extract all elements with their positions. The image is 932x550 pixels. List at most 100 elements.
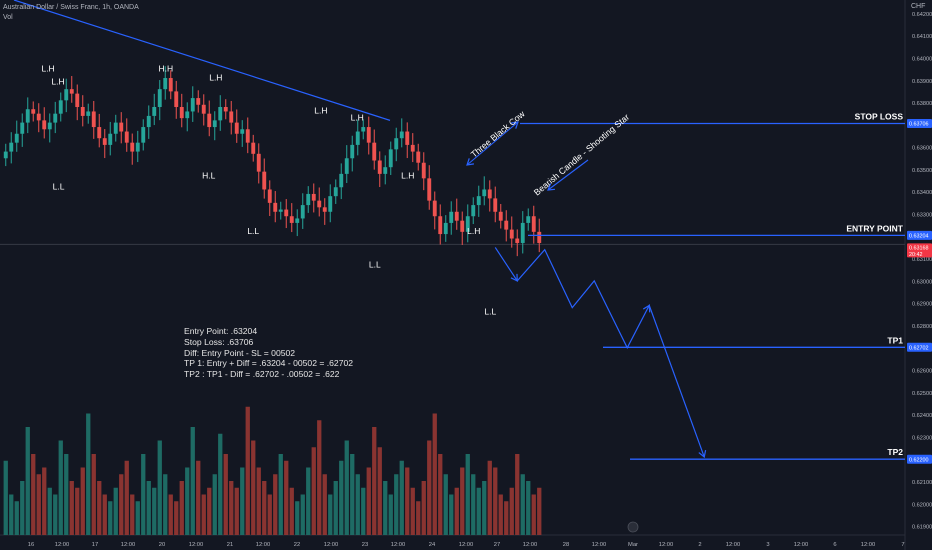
x-tick-label: 6 xyxy=(833,542,836,548)
candle-body xyxy=(3,151,8,159)
volume-bar xyxy=(47,487,52,535)
projection-arrowhead xyxy=(642,304,651,313)
candle-body xyxy=(119,122,124,132)
y-tick-label: 0.63300 xyxy=(912,213,932,219)
volume-bar xyxy=(454,487,459,535)
volume-bar xyxy=(388,494,393,535)
volume-bar xyxy=(278,454,283,535)
candle-body xyxy=(31,109,36,114)
volume-bar xyxy=(416,501,421,535)
volume-bar xyxy=(91,454,96,535)
x-tick-label: 3 xyxy=(766,542,769,548)
volume-bar xyxy=(498,494,503,535)
volume-bar xyxy=(97,481,102,535)
x-tick-label: 12:00 xyxy=(324,542,339,548)
volume-bar xyxy=(75,487,80,535)
projection-arrowhead xyxy=(510,273,518,282)
volume-bar xyxy=(124,460,129,535)
x-tick-label: 23 xyxy=(362,542,368,548)
volume-bar xyxy=(531,494,536,535)
swing-label: L.H xyxy=(314,106,327,116)
x-tick-label: 12:00 xyxy=(523,542,538,548)
volume-bar xyxy=(223,454,228,535)
candle-body xyxy=(135,142,140,152)
candle-body xyxy=(416,151,421,163)
candle-body xyxy=(124,131,129,143)
swing-label: L.H xyxy=(351,112,364,122)
volume-bar xyxy=(322,474,327,535)
candle-body xyxy=(273,202,278,212)
y-tick-label: 0.62600 xyxy=(912,369,932,375)
volume-bar xyxy=(130,494,135,535)
volume-bar xyxy=(394,474,399,535)
pattern-arrowhead xyxy=(547,183,556,191)
level-label: TP2 xyxy=(887,447,903,457)
candle-body xyxy=(361,127,366,132)
x-tick-label: 28 xyxy=(563,542,569,548)
level-price-tag-text: 0.63706 xyxy=(909,122,929,128)
volume-bar xyxy=(526,481,531,535)
candle-body xyxy=(108,133,113,145)
volume-bar xyxy=(31,454,36,535)
volume-bar xyxy=(25,427,30,535)
volume-bar xyxy=(185,467,190,535)
volume-bar xyxy=(487,460,492,535)
candle-body xyxy=(383,167,388,174)
candle-body xyxy=(443,222,448,235)
volume-bar xyxy=(190,427,195,535)
volume-bar xyxy=(212,474,217,535)
volume-bar xyxy=(377,447,382,535)
candle-body xyxy=(75,93,80,107)
volume-bar xyxy=(493,467,498,535)
volume-bar xyxy=(135,501,140,535)
volume-bar xyxy=(196,460,201,535)
candle-body xyxy=(185,111,190,119)
swing-label: L.L xyxy=(369,260,381,270)
pattern-arrow-line xyxy=(547,159,589,191)
volume-bar xyxy=(9,494,14,535)
swing-label: L.L xyxy=(53,181,65,191)
symbol-title: Australian Dollar / Swiss Franc, 1h, OAN… xyxy=(3,4,139,11)
candle-body xyxy=(36,113,41,121)
x-tick-label: 12:00 xyxy=(659,542,674,548)
volume-bar xyxy=(218,433,223,535)
pattern-arrowhead xyxy=(466,158,475,166)
volume-bar xyxy=(267,494,272,535)
candle-body xyxy=(146,115,151,128)
candle-body xyxy=(405,131,410,145)
volume-bar xyxy=(482,481,487,535)
candle-body xyxy=(9,142,14,152)
candle-body xyxy=(163,78,168,90)
candle-body xyxy=(289,216,294,223)
candle-body xyxy=(47,122,52,130)
volume-bar xyxy=(410,487,415,535)
candle-body xyxy=(91,111,96,128)
candle-body xyxy=(471,205,476,217)
current-price-tag xyxy=(907,243,932,258)
candle-body xyxy=(157,89,162,107)
candle-body xyxy=(355,131,360,145)
volume-bar xyxy=(520,474,525,535)
pattern-arrow-line xyxy=(466,121,519,166)
volume-bar xyxy=(372,427,377,535)
volume-bar xyxy=(344,440,349,535)
y-tick-label: 0.63500 xyxy=(912,168,932,174)
volume-bar xyxy=(399,460,404,535)
volume-bar xyxy=(174,501,179,535)
x-tick-label: 12:00 xyxy=(794,542,809,548)
candle-body xyxy=(284,209,289,217)
x-tick-label: 12:00 xyxy=(121,542,136,548)
trendline xyxy=(13,0,391,121)
y-tick-label: 0.63000 xyxy=(912,279,932,285)
volume-bar xyxy=(113,487,118,535)
y-tick-label: 0.63100 xyxy=(912,257,932,263)
candle-body xyxy=(322,207,327,212)
volume-bar xyxy=(383,481,388,535)
level-label: TP1 xyxy=(887,335,903,345)
candle-body xyxy=(377,160,382,174)
candle-body xyxy=(427,178,432,201)
y-tick-label: 0.64200 xyxy=(912,12,932,18)
y-tick-label: 0.63400 xyxy=(912,190,932,196)
volume-bar xyxy=(207,487,212,535)
